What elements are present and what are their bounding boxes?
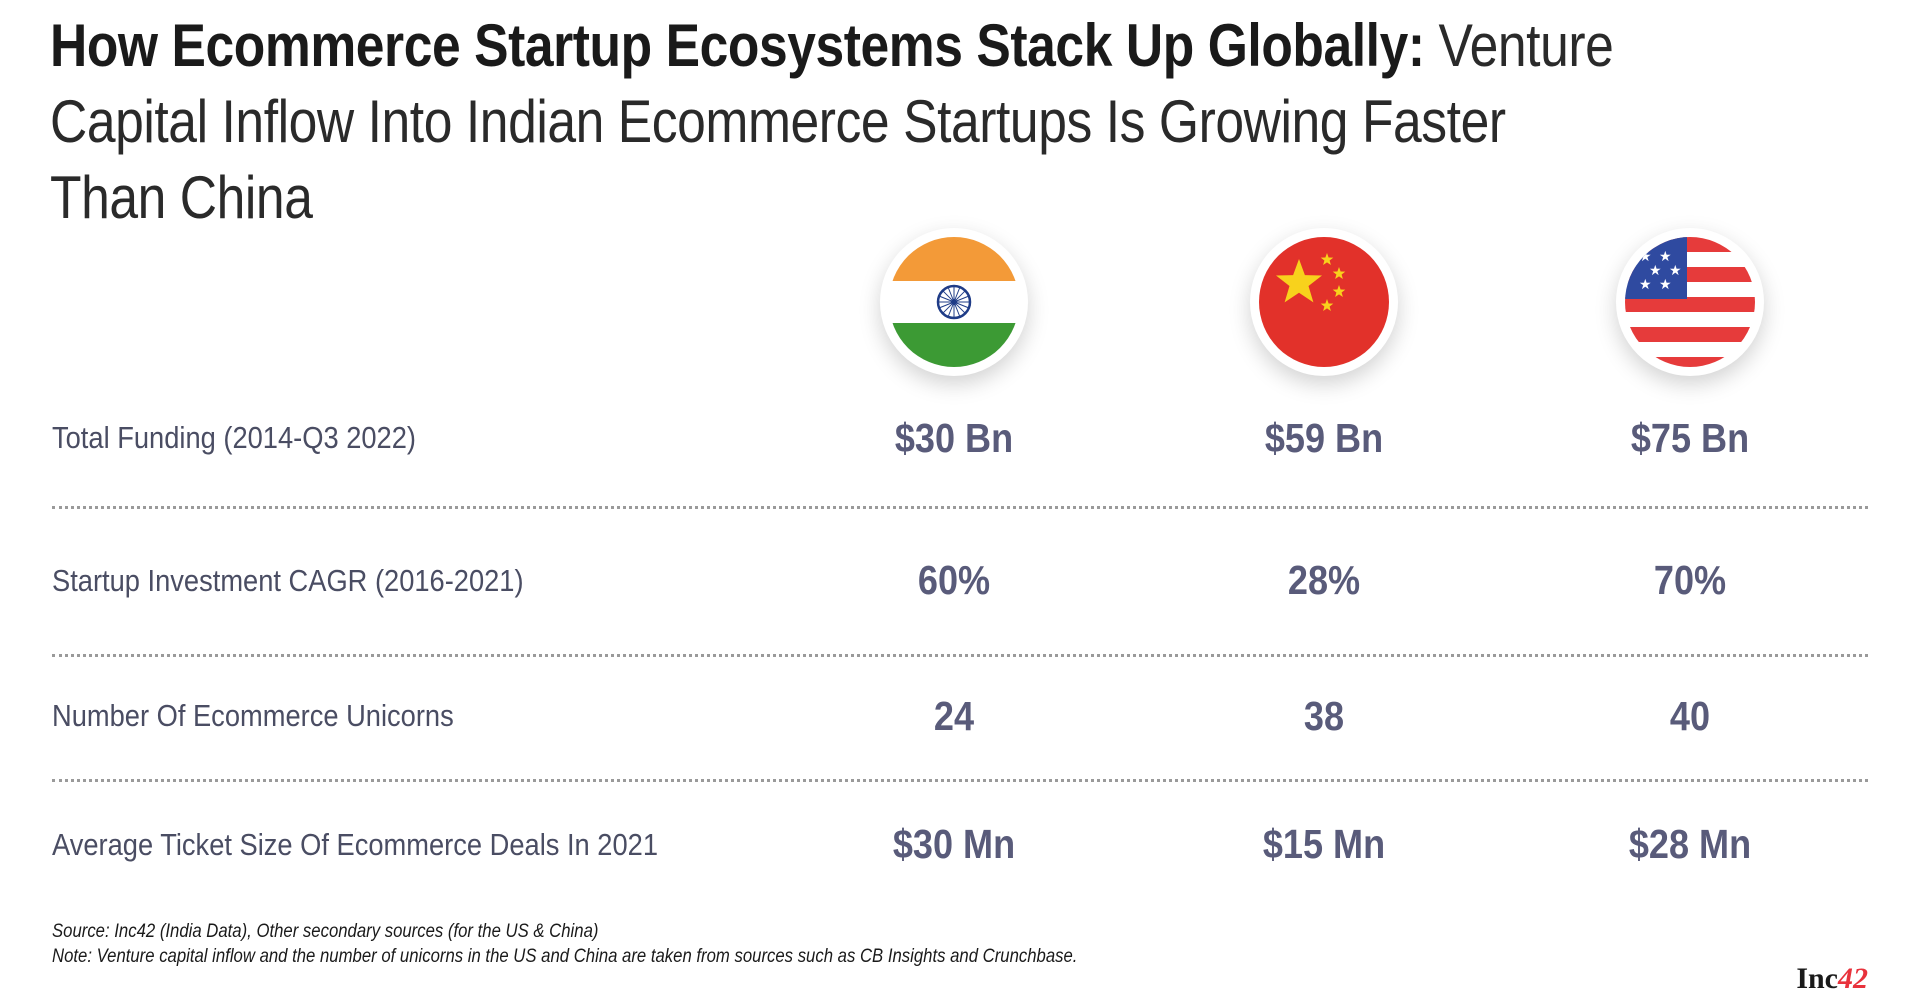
usa-flag: ★ ★ ★ ★ ★ ★ bbox=[1616, 228, 1764, 376]
svg-text:★: ★ bbox=[1659, 249, 1672, 265]
usa-flag-icon: ★ ★ ★ ★ ★ ★ bbox=[1625, 237, 1755, 367]
svg-text:★: ★ bbox=[1659, 277, 1672, 293]
value-usa-ticket-size: $28 Mn bbox=[1628, 821, 1752, 867]
svg-text:★: ★ bbox=[1649, 263, 1662, 279]
brand-number: 42 bbox=[1838, 962, 1868, 995]
inc42-logo: Inc42 bbox=[1796, 962, 1868, 996]
svg-text:★: ★ bbox=[1639, 277, 1652, 293]
title-subtitle: Venture Capital Inflow Into Indian Ecomm… bbox=[50, 12, 1614, 231]
india-flag-icon bbox=[889, 237, 1019, 367]
value-india-unicorns: 24 bbox=[933, 693, 975, 739]
value-china-unicorns: 38 bbox=[1303, 693, 1345, 739]
row-label-unicorns: Number Of Ecommerce Unicorns bbox=[52, 698, 454, 733]
value-usa-unicorns: 40 bbox=[1669, 693, 1711, 739]
value-china-investment-cagr: 28% bbox=[1287, 557, 1361, 603]
row-label-total-funding: Total Funding (2014-Q3 2022) bbox=[52, 420, 416, 455]
value-india-ticket-size: $30 Mn bbox=[892, 821, 1016, 867]
row-divider bbox=[52, 506, 1868, 509]
brand-name: Inc bbox=[1796, 962, 1838, 995]
india-flag bbox=[880, 228, 1028, 376]
row-label-investment-cagr: Startup Investment CAGR (2016-2021) bbox=[52, 563, 524, 598]
value-china-ticket-size: $15 Mn bbox=[1262, 821, 1386, 867]
row-label-ticket-size: Average Ticket Size Of Ecommerce Deals I… bbox=[52, 827, 659, 862]
value-usa-total-funding: $75 Bn bbox=[1630, 415, 1750, 461]
row-divider bbox=[52, 654, 1868, 657]
source-note: Source: Inc42 (India Data), Other second… bbox=[52, 921, 599, 942]
value-usa-investment-cagr: 70% bbox=[1653, 557, 1727, 603]
title-bold: How Ecommerce Startup Ecosystems Stack U… bbox=[50, 12, 1425, 79]
value-china-total-funding: $59 Bn bbox=[1264, 415, 1384, 461]
value-india-total-funding: $30 Bn bbox=[894, 415, 1014, 461]
china-flag-icon bbox=[1259, 237, 1389, 367]
svg-text:★: ★ bbox=[1669, 263, 1682, 279]
page-title: How Ecommerce Startup Ecosystems Stack U… bbox=[50, 8, 1624, 236]
china-flag bbox=[1250, 228, 1398, 376]
row-divider bbox=[52, 779, 1868, 782]
footnote: Note: Venture capital inflow and the num… bbox=[52, 946, 1078, 967]
value-india-investment-cagr: 60% bbox=[917, 557, 991, 603]
